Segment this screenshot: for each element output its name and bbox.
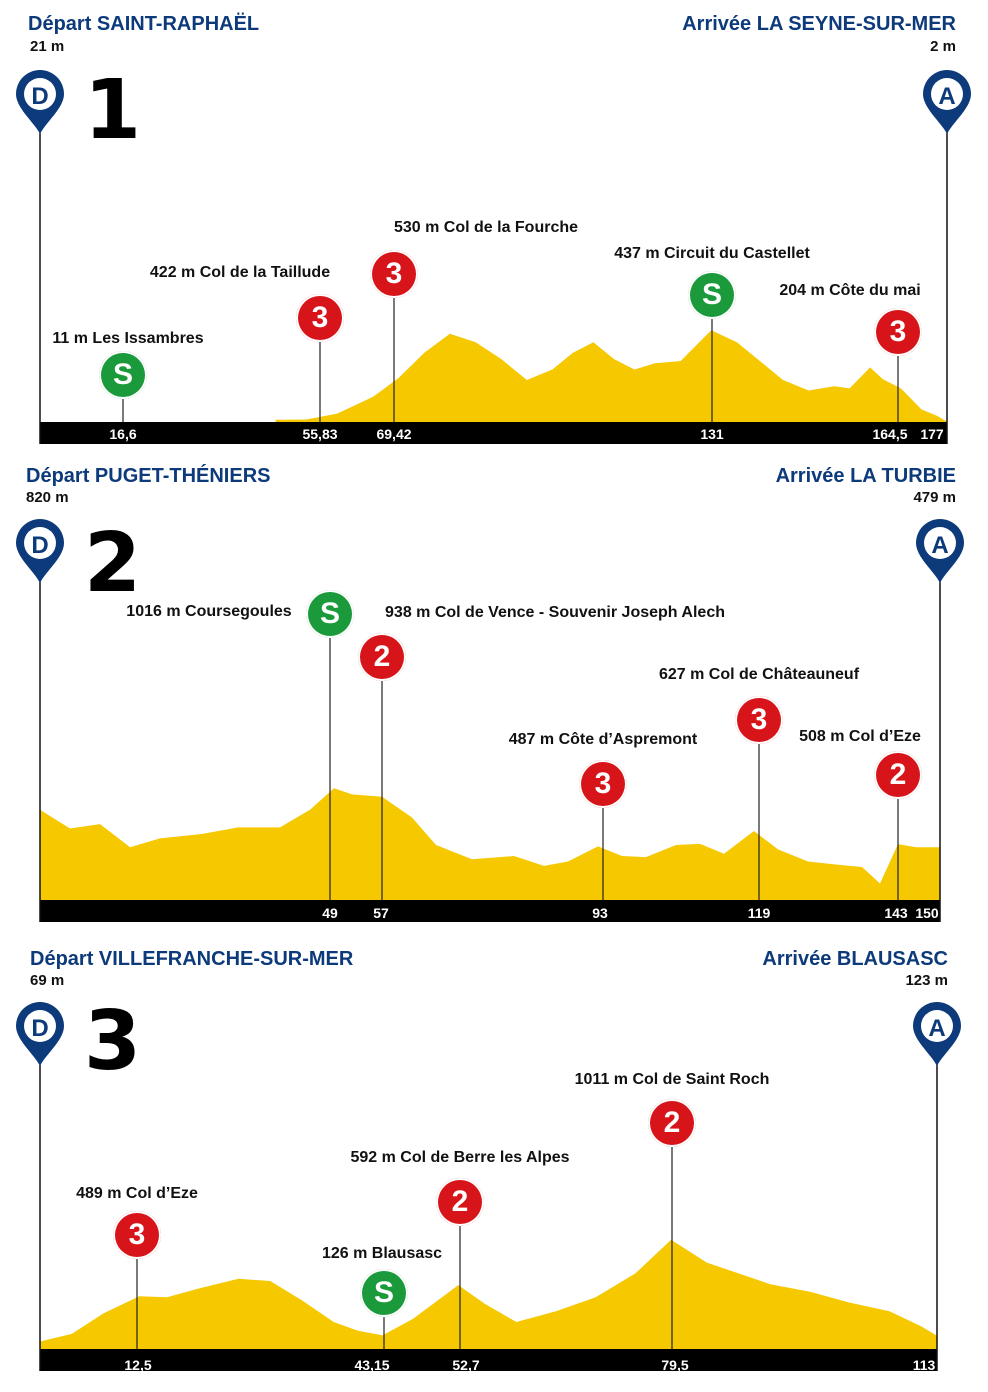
climb-category-badge: 2 bbox=[436, 1178, 484, 1226]
distance-bar bbox=[40, 1349, 937, 1371]
stage-2-finish-label: Arrivée LA TURBIE bbox=[775, 465, 956, 487]
climb-category-badge: 2 bbox=[358, 633, 406, 681]
sprint-badge: S bbox=[99, 351, 147, 399]
km-label: 57 bbox=[373, 905, 389, 921]
stage-1-profile: Départ SAINT-RAPHAËL 21 m Arrivée LA SEY… bbox=[0, 0, 988, 455]
stage-3-marker-label: 126 m Blausasc bbox=[321, 1245, 443, 1262]
distance-bar bbox=[40, 900, 940, 922]
climb-category-badge: 2 bbox=[874, 751, 922, 799]
stage-1-marker-label: 422 m Col de la Taillude bbox=[149, 264, 331, 281]
stage-2-marker-label: 1016 m Coursegoules bbox=[126, 603, 292, 620]
climb-category-badge: 3 bbox=[735, 696, 783, 744]
stage-1-marker-label: 11 m Les Issambres bbox=[52, 330, 204, 347]
sprint-badge: S bbox=[688, 271, 736, 319]
km-label: 55,83 bbox=[302, 426, 338, 442]
distance-bar bbox=[40, 422, 947, 444]
stage-3-start-pin-letter: D bbox=[31, 1015, 49, 1042]
km-label: 93 bbox=[592, 905, 608, 921]
stage-1-number: 1 bbox=[84, 63, 142, 158]
km-label: 16,6 bbox=[109, 426, 137, 442]
km-label-finish: 113 bbox=[912, 1357, 936, 1373]
stage-2-start-label: Départ PUGET-THÉNIERS bbox=[26, 465, 271, 487]
finish-pin-inner bbox=[921, 1010, 953, 1042]
stage-3-finish-label: Arrivée BLAUSASC bbox=[762, 948, 948, 970]
stage-2-finish-pin-letter: A bbox=[931, 532, 949, 559]
stage-3-start-altitude: 69 m bbox=[30, 972, 65, 989]
km-label: 79,5 bbox=[661, 1357, 689, 1373]
stage-2-chart bbox=[16, 519, 964, 922]
km-label: 119 bbox=[747, 905, 771, 921]
stage-3-marker-label: 489 m Col d’Eze bbox=[76, 1185, 198, 1202]
stage-3-start-label: Départ VILLEFRANCHE-SUR-MER bbox=[30, 948, 354, 970]
stage-2-marker-label: 938 m Col de Vence - Souvenir Joseph Ale… bbox=[385, 604, 725, 621]
climb-category-badge: 3 bbox=[296, 294, 344, 342]
sprint-badge: S bbox=[306, 590, 354, 638]
climb-category-badge: 3 bbox=[113, 1211, 161, 1259]
stage-3-finish-pin-letter: A bbox=[928, 1015, 946, 1042]
stage-2-marker-label: 627 m Col de Châteauneuf bbox=[658, 666, 860, 683]
km-label-finish: 177 bbox=[920, 426, 944, 442]
km-label-finish: 150 bbox=[915, 905, 939, 921]
stage-2-marker-label: 487 m Côte d’Aspremont bbox=[508, 731, 698, 748]
km-label: 52,7 bbox=[452, 1357, 480, 1373]
stage-1-marker-label: 530 m Col de la Fourche bbox=[393, 219, 579, 236]
stage-1-marker-label: 437 m Circuit du Castellet bbox=[614, 245, 810, 262]
stage-2-finish-altitude: 479 m bbox=[913, 489, 956, 506]
stage-2-profile: Départ PUGET-THÉNIERS 820 m Arrivée LA T… bbox=[0, 455, 988, 935]
stage-1-finish-altitude: 2 m bbox=[930, 38, 956, 55]
stage-2-number: 2 bbox=[84, 516, 142, 611]
start-pin-inner bbox=[24, 1010, 56, 1042]
climb-category-badge: 3 bbox=[579, 760, 627, 808]
km-label: 131 bbox=[700, 426, 724, 442]
elevation-profile bbox=[275, 330, 947, 422]
finish-pin-inner bbox=[931, 78, 963, 110]
km-label: 164,5 bbox=[872, 426, 908, 442]
climb-category-badge: 3 bbox=[370, 250, 418, 298]
km-label: 43,15 bbox=[354, 1357, 390, 1373]
stage-1-start-label: Départ SAINT-RAPHAËL bbox=[28, 13, 260, 35]
stage-1-chart bbox=[16, 70, 971, 444]
finish-pin-inner bbox=[924, 527, 956, 559]
km-label: 143 bbox=[884, 905, 908, 921]
sprint-badge: S bbox=[360, 1269, 408, 1317]
stage-3-chart bbox=[16, 1002, 961, 1371]
start-pin-inner bbox=[24, 527, 56, 559]
stage-3-profile: Départ VILLEFRANCHE-SUR-MER 69 m Arrivée… bbox=[0, 935, 988, 1392]
elevation-profile bbox=[40, 1239, 937, 1349]
stage-3-marker-label: 1011 m Col de Saint Roch bbox=[574, 1071, 770, 1088]
start-pin-inner bbox=[24, 78, 56, 110]
km-label: 69,42 bbox=[376, 426, 412, 442]
climb-category-badge: 3 bbox=[874, 308, 922, 356]
elevation-profile bbox=[40, 788, 940, 900]
stage-2-start-pin-letter: D bbox=[31, 532, 49, 559]
stage-2-start-altitude: 820 m bbox=[26, 489, 69, 506]
stage-1-start-altitude: 21 m bbox=[30, 38, 65, 55]
climb-category-badge: 2 bbox=[648, 1099, 696, 1147]
stage-1-marker-label: 204 m Côte du mai bbox=[779, 282, 921, 299]
km-label: 12,5 bbox=[124, 1357, 152, 1373]
stage-1-finish-label: Arrivée LA SEYNE-SUR-MER bbox=[682, 13, 956, 35]
stage-2-marker-label: 508 m Col d’Eze bbox=[799, 728, 921, 745]
km-label: 49 bbox=[322, 905, 338, 921]
stage-3-number: 3 bbox=[84, 994, 142, 1089]
stage-3-marker-label: 592 m Col de Berre les Alpes bbox=[350, 1149, 570, 1166]
stage-1-start-pin-letter: D bbox=[31, 83, 49, 110]
stage-1-finish-pin-letter: A bbox=[938, 83, 956, 110]
stage-3-finish-altitude: 123 m bbox=[905, 972, 948, 989]
